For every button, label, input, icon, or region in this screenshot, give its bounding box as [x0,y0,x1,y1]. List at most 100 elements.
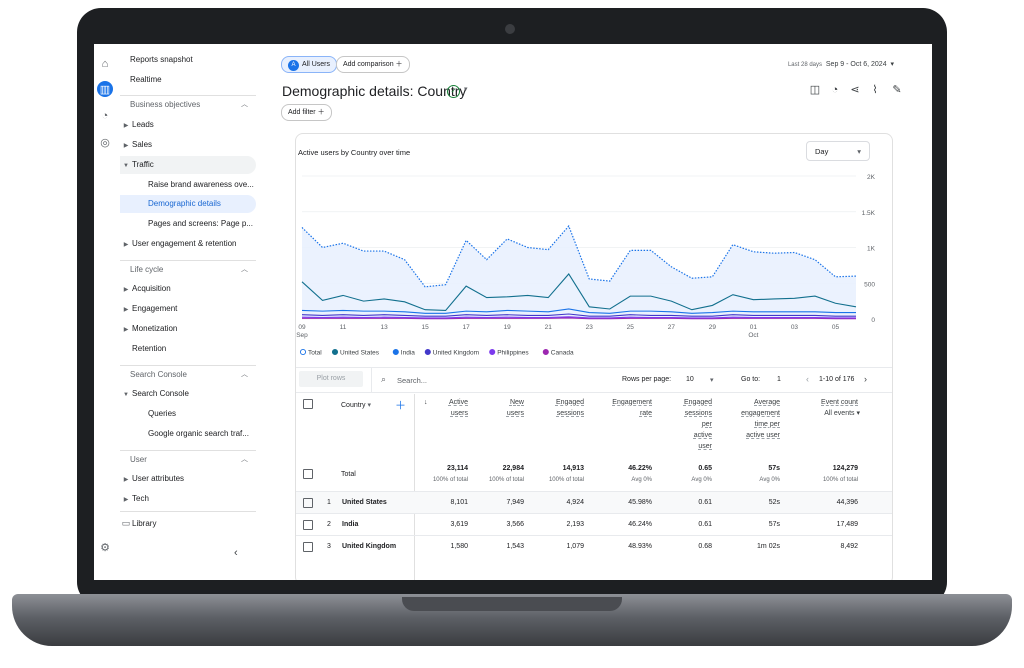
prev-page-icon[interactable]: ‹ [806,374,809,384]
share-icon[interactable]: ⋖ [850,84,860,96]
select-all-checkbox[interactable] [303,399,313,409]
search-input[interactable]: Search... [397,376,428,385]
insights-icon[interactable]: ◔ [831,84,839,96]
nav-raise-brand-awareness[interactable]: Raise brand awareness ove... [148,180,254,189]
column-header-6[interactable]: engagement [741,410,780,417]
segment-chip[interactable]: A All Users [281,56,338,73]
nav-user-engagement[interactable]: ▶ User engagement & retention [120,235,256,253]
reports-icon[interactable]: ▥ [97,81,113,97]
nav-sales[interactable]: ▶ Sales [120,136,256,154]
date-range-picker[interactable]: Last 28 days Sep 9 - Oct 6, 2024 ▾ [788,60,894,68]
title-dropdown-icon[interactable]: ▾ [464,86,468,93]
nav-reports-snapshot[interactable]: Reports snapshot [130,55,193,64]
column-header-2[interactable]: users [506,410,524,417]
column-header-6[interactable]: active user [746,432,780,439]
add-dimension-plus-icon[interactable]: ＋ [395,400,406,412]
column-header-3[interactable]: Engaged [555,399,584,406]
row-checkbox[interactable] [303,542,313,552]
section-user[interactable]: User ︿ [120,450,256,469]
nav-search-console[interactable]: ▼ Search Console [120,385,256,403]
compare-columns-icon[interactable]: ◫ [809,84,821,96]
row-country[interactable]: United Kingdom [342,543,397,550]
column-header-5[interactable]: per [701,421,712,428]
column-header-6[interactable]: Average [754,399,780,406]
plot-rows-button[interactable]: Plot rows [299,371,363,387]
home-icon[interactable]: ⌂ [101,58,109,70]
y-tick-label: 500 [864,281,875,288]
column-header-7[interactable]: Event count [821,399,858,406]
row-country[interactable]: United States [342,499,387,506]
explore-icon[interactable]: ◔ [101,110,109,122]
rows-per-page-label: Rows per page: [622,376,672,383]
column-header-1[interactable]: users [450,410,468,417]
row-cell: 3,566 [506,521,524,528]
dimension-header[interactable]: Country ▾ [341,401,371,409]
column-header-3[interactable]: sessions [556,410,584,417]
row-country[interactable]: India [342,521,359,528]
add-comparison-button[interactable]: Add comparison ＋ [336,56,410,73]
column-header-2[interactable]: New [509,399,524,406]
section-search-console[interactable]: Search Console ︿ [120,365,256,384]
goto-input[interactable]: 1 [777,376,781,383]
nav-retention[interactable]: Retention [132,344,167,353]
row-checkbox[interactable] [303,520,313,530]
granularity-select[interactable]: Day ▾ [806,141,870,161]
table-row[interactable] [296,513,892,536]
table-search[interactable]: ⌕ Search... [371,368,622,392]
nav-pages-and-screens[interactable]: Pages and screens: Page p... [148,219,253,228]
column-header-4[interactable]: rate [639,410,652,417]
series-line-philippines [301,316,856,319]
nav-label: Library [132,519,157,528]
nav-acquisition[interactable]: ▶ Acquisition [120,280,256,298]
row-cell: 0.61 [698,499,712,506]
row-cell: 8,492 [840,543,858,550]
column-header-1[interactable]: Active [448,399,468,406]
nav-monetization[interactable]: ▶ Monetization [120,320,256,338]
section-life-cycle[interactable]: Life cycle ︿ [120,260,256,279]
column-header-5[interactable]: sessions [684,410,712,417]
dropdown-caret-icon[interactable]: ▾ [710,377,714,384]
segment-letter: A [288,60,299,71]
nav-queries[interactable]: Queries [148,409,177,418]
nav-traffic[interactable]: ▼ Traffic [120,156,256,174]
x-tick-label: 17 [463,324,471,331]
advertising-icon[interactable]: ◎ [100,136,110,149]
next-page-icon[interactable]: › [864,374,867,384]
nav-library[interactable]: ▭ Library [120,511,256,532]
column-header-5[interactable]: Engaged [683,399,712,406]
nav-leads[interactable]: ▶ Leads [120,116,256,134]
series-line-canada [302,317,856,320]
table-row[interactable] [296,535,892,558]
collapse-sidebar-icon[interactable]: ‹ [234,547,238,559]
row-checkbox[interactable] [303,498,313,508]
total-value: 124,279 [832,465,858,472]
section-business-objectives[interactable]: Business objectives ︿ [120,95,256,114]
section-label: Business objectives [130,100,201,109]
nav-user-attributes[interactable]: ▶ User attributes [120,470,256,488]
nav-tech[interactable]: ▶ Tech [120,490,256,508]
event-filter-select[interactable]: All events ▾ [824,410,860,417]
row-rank: 3 [327,543,331,550]
granularity-value: Day [815,147,829,156]
edit-pencil-icon[interactable]: ✎ [892,84,902,96]
column-header-5[interactable]: user [698,443,712,450]
nav-google-organic-search[interactable]: Google organic search traf... [148,429,249,438]
settings-gear-icon[interactable]: ⚙ [100,541,110,554]
column-header-6[interactable]: time per [754,421,780,428]
total-value: 14,913 [562,465,584,472]
plus-icon: ＋ [395,61,403,68]
table-row[interactable] [296,491,892,514]
caret-right-icon: ▶ [123,143,129,149]
row-cell: 3,619 [450,521,468,528]
rows-per-page-select[interactable]: 10 [686,376,694,383]
column-header-5[interactable]: active [693,432,712,439]
report-card: Active users by Country over time Day ▾ … [295,133,893,580]
nav-realtime[interactable]: Realtime [130,75,162,84]
trend-icon[interactable]: ⌇ [872,84,878,96]
total-row-checkbox[interactable] [303,469,313,479]
column-header-4[interactable]: Engagement [612,399,652,406]
sort-arrow-down-icon[interactable]: ↓ [424,399,428,406]
add-filter-button[interactable]: Add filter ＋ [281,104,332,121]
nav-demographic-details[interactable]: Demographic details [120,195,256,213]
nav-engagement[interactable]: ▶ Engagement [120,300,256,318]
